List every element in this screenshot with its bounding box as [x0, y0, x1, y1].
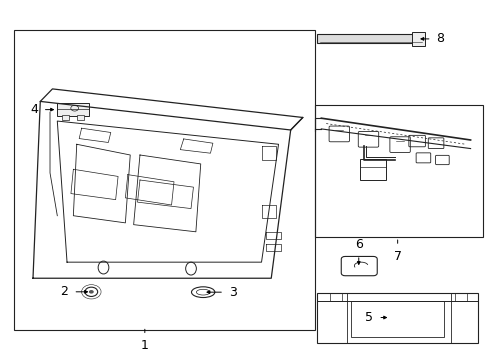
Text: 2: 2 — [61, 285, 68, 298]
Circle shape — [89, 290, 94, 294]
Text: 1: 1 — [141, 339, 148, 352]
Text: 6: 6 — [354, 238, 362, 251]
Bar — [57, 103, 89, 116]
Bar — [317, 35, 424, 43]
Bar — [77, 115, 84, 120]
Bar — [62, 115, 69, 120]
Bar — [317, 293, 477, 342]
Bar — [454, 293, 466, 301]
Bar — [411, 32, 424, 45]
Text: 8: 8 — [436, 32, 444, 45]
Text: 5: 5 — [365, 311, 372, 324]
Bar — [329, 293, 341, 301]
Bar — [314, 105, 482, 237]
Text: 3: 3 — [228, 286, 236, 299]
Bar — [14, 30, 314, 330]
Text: 7: 7 — [393, 249, 401, 263]
Bar — [351, 301, 443, 337]
Bar — [359, 158, 386, 180]
Text: 4: 4 — [30, 103, 38, 116]
